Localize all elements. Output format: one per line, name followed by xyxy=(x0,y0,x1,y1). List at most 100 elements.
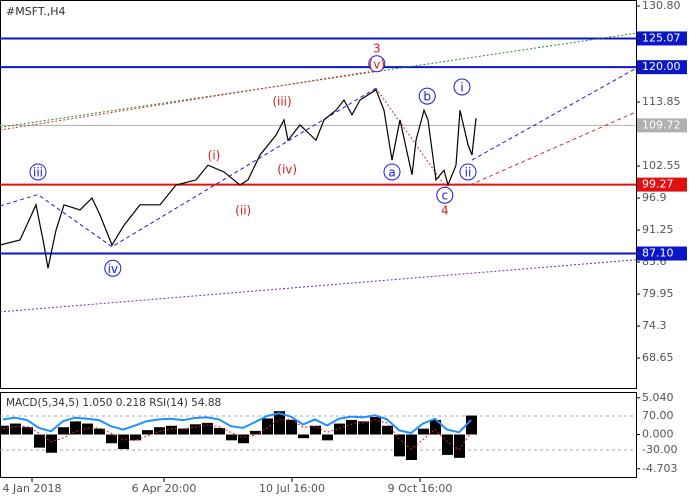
level-label: 125.07 xyxy=(642,31,681,44)
wave-label: b xyxy=(423,90,431,104)
macd-bar xyxy=(58,427,69,435)
y2-tick-label: 70.00 xyxy=(642,409,674,422)
wave-label: (iv) xyxy=(277,163,297,177)
wave-circle xyxy=(453,78,471,96)
macd-bar xyxy=(298,434,309,439)
trendline xyxy=(469,111,637,186)
macd-bar xyxy=(142,430,153,435)
y-tick-label: 130.80 xyxy=(642,0,681,12)
wave-label: (iii) xyxy=(272,95,291,109)
macd-bar xyxy=(346,419,357,435)
current-price-label: 109.72 xyxy=(642,118,681,131)
macd-bar xyxy=(382,425,393,435)
wave-label: (ii) xyxy=(235,203,251,217)
level-label: 120.00 xyxy=(642,60,681,73)
y-tick-label: 68.65 xyxy=(642,351,674,364)
macd-bar xyxy=(190,424,201,435)
macd-bar xyxy=(214,427,225,435)
wave-circle xyxy=(104,259,122,277)
level-box xyxy=(637,177,687,192)
macd-bar xyxy=(10,423,21,435)
y-tick-label: 5.040 xyxy=(642,391,674,404)
y-tick-label: 79.95 xyxy=(642,287,674,300)
wave-circle xyxy=(29,163,47,181)
macd-bar xyxy=(178,428,189,435)
macd-bar xyxy=(34,434,45,448)
wave-label: (v) xyxy=(369,57,385,71)
wave-label: ii xyxy=(465,165,472,179)
wave-label: 4 xyxy=(441,203,449,217)
macd-bar xyxy=(238,434,249,444)
level-box xyxy=(637,246,687,261)
macd-bar xyxy=(82,423,93,435)
wave-circle xyxy=(383,163,401,181)
wave-circle xyxy=(368,55,386,73)
macd-bar xyxy=(262,418,273,435)
y-tick-label: -4.703 xyxy=(642,462,677,475)
macd-bar xyxy=(106,434,117,444)
wave-circle xyxy=(459,163,477,181)
macd-bar xyxy=(334,423,345,435)
price-line xyxy=(0,88,477,269)
trendline xyxy=(0,87,377,248)
macd-bar xyxy=(454,434,465,458)
macd-bar xyxy=(70,421,81,435)
macd-bar xyxy=(226,434,237,441)
macd-bar xyxy=(22,427,33,435)
chart-title: #MSFT.,H4 xyxy=(6,5,66,18)
wave-label: 3 xyxy=(373,41,381,55)
macd-bar xyxy=(166,425,177,435)
wave-label: i xyxy=(460,81,463,95)
macd-bar xyxy=(274,411,285,435)
wave-label: iii xyxy=(33,165,43,179)
macd-bar xyxy=(310,425,321,435)
macd-bar xyxy=(0,425,9,435)
trendline xyxy=(471,67,637,161)
y-tick-label: 102.55 xyxy=(642,159,681,172)
x-tick-label: 6 Apr 20:00 xyxy=(132,482,197,495)
y-tick-label: 96.9 xyxy=(642,191,667,204)
wave-circle xyxy=(418,87,436,105)
y-tick-label: 91.25 xyxy=(642,223,674,236)
trendline xyxy=(0,69,381,131)
macd-bar xyxy=(430,419,441,435)
macd-bar xyxy=(202,422,213,435)
current-price-box xyxy=(637,118,687,133)
level-label: 87.10 xyxy=(642,247,674,260)
indicator-title: MACD(5,34,5) 1.050 0.218 RSI(14) 54.88 xyxy=(6,397,221,409)
macd-bar xyxy=(46,434,57,453)
trendline xyxy=(375,87,449,191)
main-frame xyxy=(0,0,637,389)
x-tick-label: 9 Oct 16:00 xyxy=(388,482,453,495)
signal-line xyxy=(2,418,472,451)
y-tick-label: 74.3 xyxy=(642,319,667,332)
macd-bar xyxy=(406,434,417,461)
macd-bar xyxy=(322,434,333,441)
macd-bar xyxy=(286,419,297,435)
level-label: 99.27 xyxy=(642,178,674,191)
y2-tick-label: -30.00 xyxy=(642,443,677,456)
wave-label: iv xyxy=(108,262,118,276)
macd-bar xyxy=(394,434,405,457)
macd-bar xyxy=(418,428,429,435)
level-box xyxy=(637,60,687,75)
macd-bar xyxy=(154,427,165,435)
x-tick-label: 10 Jul 16:00 xyxy=(259,482,325,495)
x-tick-label: 4 Jan 2018 xyxy=(3,482,62,495)
wave-circle xyxy=(436,186,454,204)
wave-label: a xyxy=(388,165,395,179)
macd-bar xyxy=(370,417,381,435)
macd-bar xyxy=(442,434,453,455)
rsi-line xyxy=(2,412,472,435)
macd-bar xyxy=(250,430,261,435)
macd-bar xyxy=(130,434,141,441)
macd-bar xyxy=(466,415,477,435)
wave-label: c xyxy=(441,189,448,203)
macd-bar xyxy=(358,421,369,435)
y-tick-label: 113.85 xyxy=(642,95,681,108)
wave-label: (i) xyxy=(208,148,221,162)
macd-bar xyxy=(94,428,105,435)
y-tick-label: 0.000 xyxy=(642,428,674,441)
level-box xyxy=(637,31,687,46)
